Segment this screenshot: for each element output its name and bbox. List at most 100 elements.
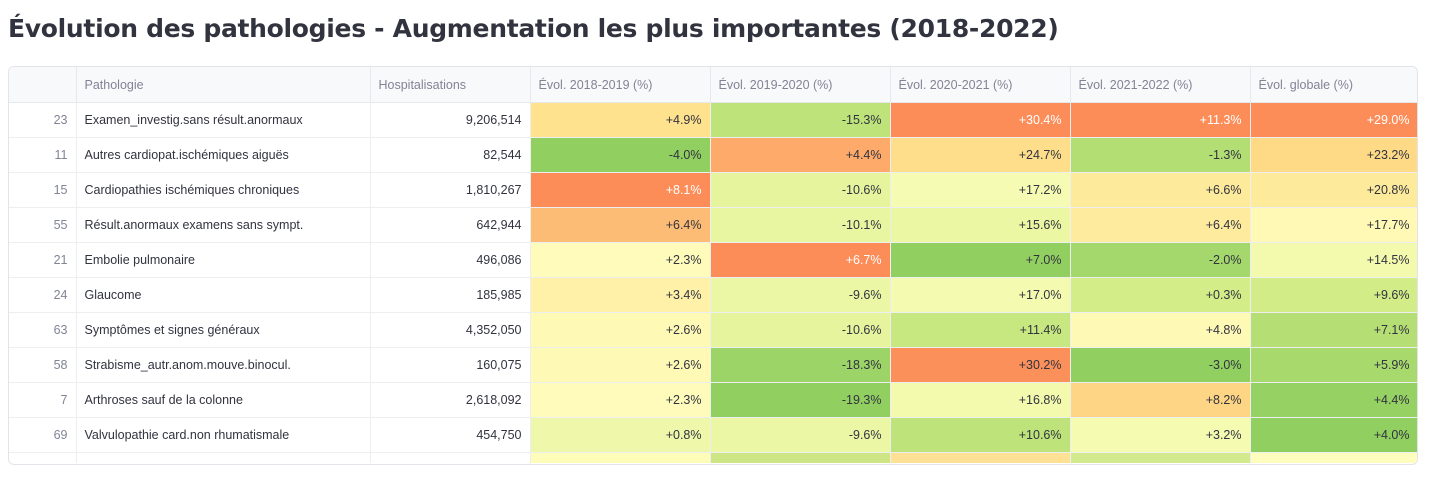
evol-2021-2022-cell[interactable]: +11.3% (1070, 102, 1251, 138)
hospitalisations-cell[interactable]: 496,086 (370, 242, 531, 278)
evol-2018-2019-cell[interactable]: +6.4% (530, 207, 711, 243)
table-row: 7 Arthroses sauf de la colonne 2,618,092 +2… (9, 382, 1417, 418)
evol-2019-2020-cell[interactable]: -15.3% (710, 102, 891, 138)
table-row: 55 Résult.anormaux examens sans sympt. 642… (9, 207, 1417, 243)
row-index-cell[interactable]: 55 (9, 207, 77, 243)
evol-2018-2019-cell[interactable]: +2.3% (530, 242, 711, 278)
evol-2021-2022-cell[interactable]: +0.3% (1070, 277, 1251, 313)
evol-globale-cell[interactable]: +4.0% (1250, 417, 1417, 453)
evol-2019-2020-cell[interactable]: +4.4% (710, 137, 891, 173)
evol-2019-2020-cell[interactable]: -10.6% (710, 312, 891, 348)
col-header-evol-2020-2021[interactable]: Évol. 2020-2021 (%) (890, 67, 1071, 103)
evol-2020-2021-cell[interactable]: +30.2% (890, 347, 1071, 383)
empty-cell (890, 452, 1071, 463)
pathologie-cell[interactable]: Embolie pulmonaire (76, 242, 371, 278)
evol-2021-2022-cell[interactable]: +6.6% (1070, 172, 1251, 208)
dataframe[interactable]: Pathologie Hospitalisations Évol. 2018-2… (8, 66, 1418, 465)
evol-2019-2020-cell[interactable]: -9.6% (710, 417, 891, 453)
evol-2021-2022-cell[interactable]: -2.0% (1070, 242, 1251, 278)
row-index-cell[interactable]: 69 (9, 417, 77, 453)
table-row: 69 Valvulopathie card.non rhumatismale 454… (9, 417, 1417, 453)
hospitalisations-cell[interactable]: 82,544 (370, 137, 531, 173)
col-header-evol-2019-2020[interactable]: Évol. 2019-2020 (%) (710, 67, 891, 103)
evol-2018-2019-cell[interactable]: +8.1% (530, 172, 711, 208)
hospitalisations-cell[interactable]: 160,075 (370, 347, 531, 383)
evol-globale-cell[interactable]: +20.8% (1250, 172, 1417, 208)
evol-2021-2022-cell[interactable]: +4.8% (1070, 312, 1251, 348)
empty-cell (1250, 452, 1417, 463)
hospitalisations-cell[interactable]: 1,810,267 (370, 172, 531, 208)
evol-2018-2019-cell[interactable]: +0.8% (530, 417, 711, 453)
evol-2020-2021-cell[interactable]: +10.6% (890, 417, 1071, 453)
evol-2020-2021-cell[interactable]: +24.7% (890, 137, 1071, 173)
pathologie-cell[interactable]: Résult.anormaux examens sans sympt. (76, 207, 371, 243)
row-index-cell[interactable]: 21 (9, 242, 77, 278)
hospitalisations-cell[interactable]: 454,750 (370, 417, 531, 453)
evol-2018-2019-cell[interactable]: +2.6% (530, 312, 711, 348)
evol-2019-2020-cell[interactable]: -10.6% (710, 172, 891, 208)
hospitalisations-cell[interactable]: 9,206,514 (370, 102, 531, 138)
table-body: 23 Examen_investig.sans résult.anormaux 9,… (9, 102, 1417, 463)
col-header-pathologie[interactable]: Pathologie (76, 67, 371, 103)
col-header-evol-globale[interactable]: Évol. globale (%) (1250, 67, 1417, 103)
pathologie-cell[interactable]: Cardiopathies ischémiques chroniques (76, 172, 371, 208)
hospitalisations-cell[interactable]: 185,985 (370, 277, 531, 313)
evol-2019-2020-cell[interactable]: -9.6% (710, 277, 891, 313)
evol-2019-2020-cell[interactable]: +6.7% (710, 242, 891, 278)
hospitalisations-cell[interactable]: 4,352,050 (370, 312, 531, 348)
evol-globale-cell[interactable]: +23.2% (1250, 137, 1417, 173)
evol-2021-2022-cell[interactable]: -1.3% (1070, 137, 1251, 173)
evol-globale-cell[interactable]: +4.4% (1250, 382, 1417, 418)
evol-2018-2019-cell[interactable]: -4.0% (530, 137, 711, 173)
hospitalisations-cell[interactable]: 2,618,092 (370, 382, 531, 418)
pathologie-cell[interactable]: Glaucome (76, 277, 371, 313)
pathologie-cell[interactable]: Valvulopathie card.non rhumatismale (76, 417, 371, 453)
evol-2019-2020-cell[interactable]: -10.1% (710, 207, 891, 243)
table-row: 15 Cardiopathies ischémiques chroniques 1,… (9, 172, 1417, 208)
row-index-cell[interactable]: 7 (9, 382, 77, 418)
evol-2020-2021-cell[interactable]: +30.4% (890, 102, 1071, 138)
evol-2020-2021-cell[interactable]: +16.8% (890, 382, 1071, 418)
evol-2019-2020-cell[interactable]: -19.3% (710, 382, 891, 418)
row-index-cell[interactable]: 11 (9, 137, 77, 173)
pathology-table: Pathologie Hospitalisations Évol. 2018-2… (9, 67, 1417, 463)
evol-2020-2021-cell[interactable]: +11.4% (890, 312, 1071, 348)
evol-2021-2022-cell[interactable]: +3.2% (1070, 417, 1251, 453)
row-index-cell[interactable]: 24 (9, 277, 77, 313)
pathologie-cell[interactable]: Strabisme_autr.anom.mouve.binocul. (76, 347, 371, 383)
evol-2021-2022-cell[interactable]: -3.0% (1070, 347, 1251, 383)
evol-2018-2019-cell[interactable]: +2.6% (530, 347, 711, 383)
evol-2021-2022-cell[interactable]: +8.2% (1070, 382, 1251, 418)
evol-2018-2019-cell[interactable]: +3.4% (530, 277, 711, 313)
evol-globale-cell[interactable]: +7.1% (1250, 312, 1417, 348)
pathologie-cell[interactable]: Examen_investig.sans résult.anormaux (76, 102, 371, 138)
evol-globale-cell[interactable]: +17.7% (1250, 207, 1417, 243)
evol-2020-2021-cell[interactable]: +17.2% (890, 172, 1071, 208)
col-header-evol-2021-2022[interactable]: Évol. 2021-2022 (%) (1070, 67, 1251, 103)
evol-globale-cell[interactable]: +14.5% (1250, 242, 1417, 278)
row-index-cell[interactable]: 15 (9, 172, 77, 208)
row-index-cell[interactable]: 63 (9, 312, 77, 348)
header-row: Pathologie Hospitalisations Évol. 2018-2… (9, 67, 1417, 103)
row-index-cell[interactable]: 23 (9, 102, 77, 138)
col-header-index[interactable] (9, 67, 77, 103)
evol-globale-cell[interactable]: +5.9% (1250, 347, 1417, 383)
row-index-cell[interactable]: 58 (9, 347, 77, 383)
evol-2020-2021-cell[interactable]: +15.6% (890, 207, 1071, 243)
evol-2020-2021-cell[interactable]: +17.0% (890, 277, 1071, 313)
col-header-hospitalisations[interactable]: Hospitalisations (370, 67, 531, 103)
table-row: 21 Embolie pulmonaire 496,086 +2.3% +6.7% +7.… (9, 242, 1417, 278)
evol-2020-2021-cell[interactable]: +7.0% (890, 242, 1071, 278)
hospitalisations-cell[interactable]: 642,944 (370, 207, 531, 243)
evol-2018-2019-cell[interactable]: +2.3% (530, 382, 711, 418)
evol-globale-cell[interactable]: +9.6% (1250, 277, 1417, 313)
evol-2018-2019-cell[interactable]: +4.9% (530, 102, 711, 138)
evol-globale-cell[interactable]: +29.0% (1250, 102, 1417, 138)
pathologie-cell[interactable]: Symptômes et signes généraux (76, 312, 371, 348)
empty-cell (370, 452, 531, 463)
evol-2021-2022-cell[interactable]: +6.4% (1070, 207, 1251, 243)
evol-2019-2020-cell[interactable]: -18.3% (710, 347, 891, 383)
pathologie-cell[interactable]: Arthroses sauf de la colonne (76, 382, 371, 418)
col-header-evol-2018-2019[interactable]: Évol. 2018-2019 (%) (530, 67, 711, 103)
pathologie-cell[interactable]: Autres cardiopat.ischémiques aiguës (76, 137, 371, 173)
